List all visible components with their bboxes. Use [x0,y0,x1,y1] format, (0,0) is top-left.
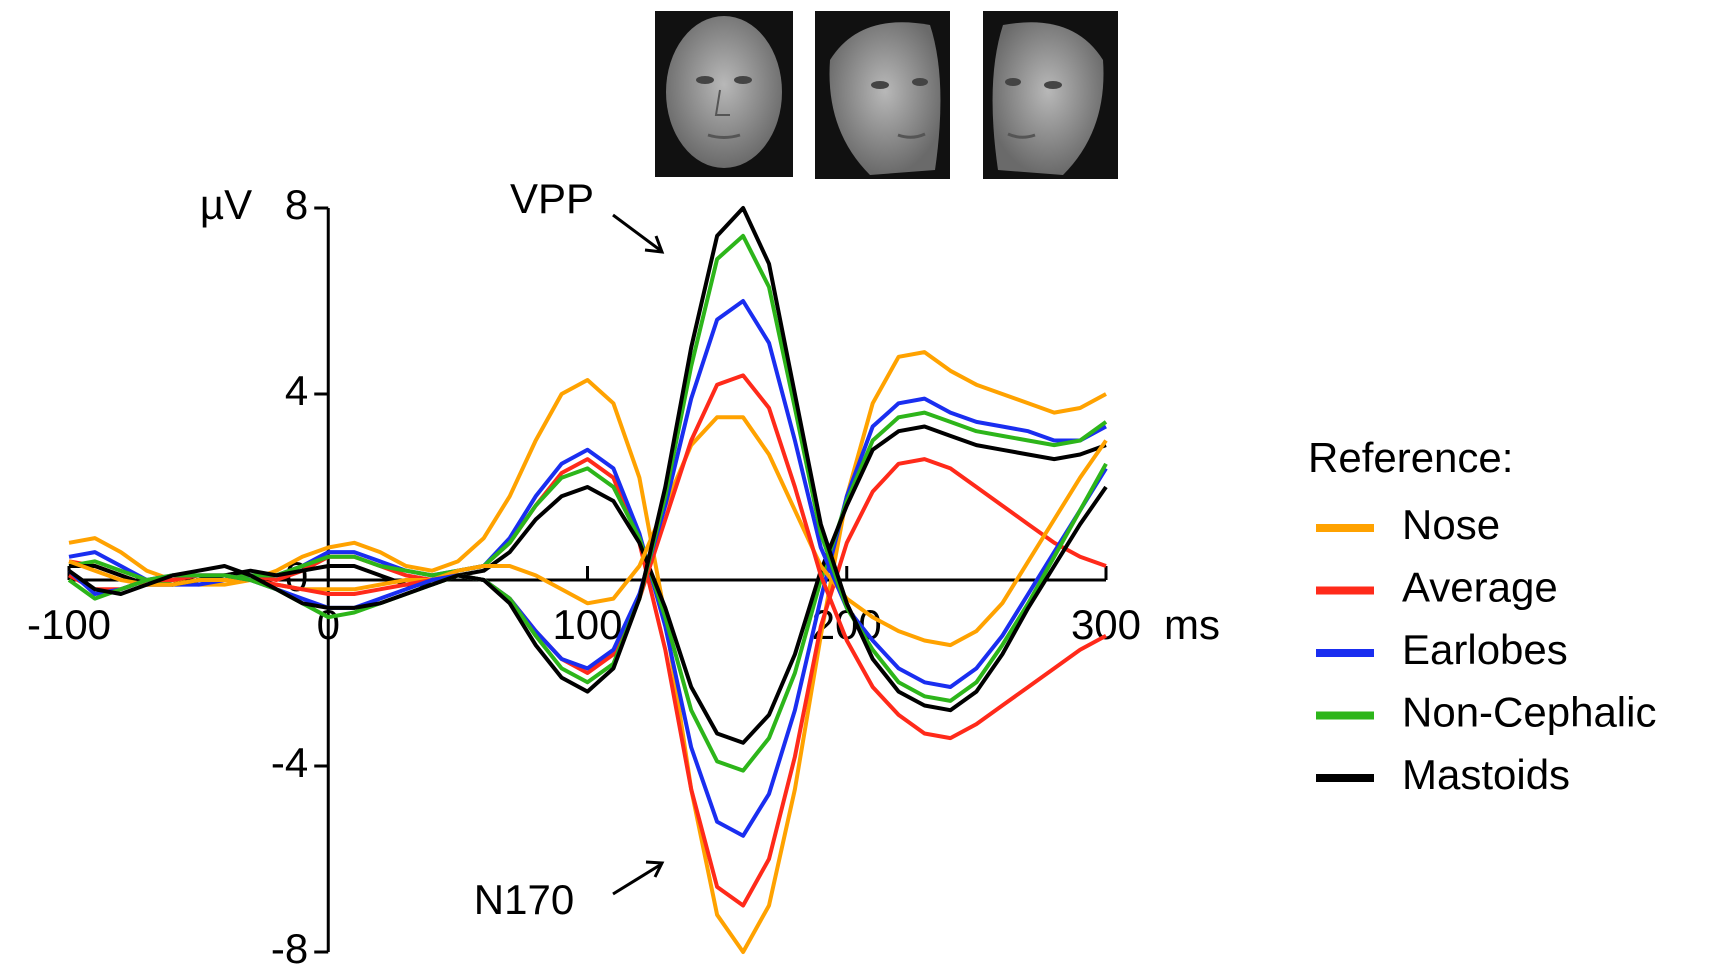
legend-label: Non-Cephalic [1402,689,1656,736]
x-tick-label: 300 [1071,601,1141,648]
face-images [655,11,1118,179]
y-tick-label: 4 [285,367,308,414]
series-line [68,410,1108,773]
legend-label: Earlobes [1402,626,1568,673]
annotation: VPP [510,175,594,222]
legend-label: Average [1402,564,1558,611]
series-line [67,233,1108,703]
annotation-arrows [612,213,665,896]
legend-label: Mastoids [1402,751,1570,798]
y-unit: µV [200,181,252,228]
x-unit: ms [1164,601,1220,648]
legend-label: Nose [1402,501,1500,548]
x-tick-label: 100 [552,601,622,648]
y-tick-label: 8 [285,181,308,228]
y-tick-label: -8 [271,925,308,969]
series-line [67,206,1108,713]
series-line [68,350,1107,954]
legend-title: Reference: [1308,434,1513,481]
y-tick-label: -4 [271,739,308,786]
x-tick-label: -100 [27,601,111,648]
annotation: N170 [474,876,574,923]
